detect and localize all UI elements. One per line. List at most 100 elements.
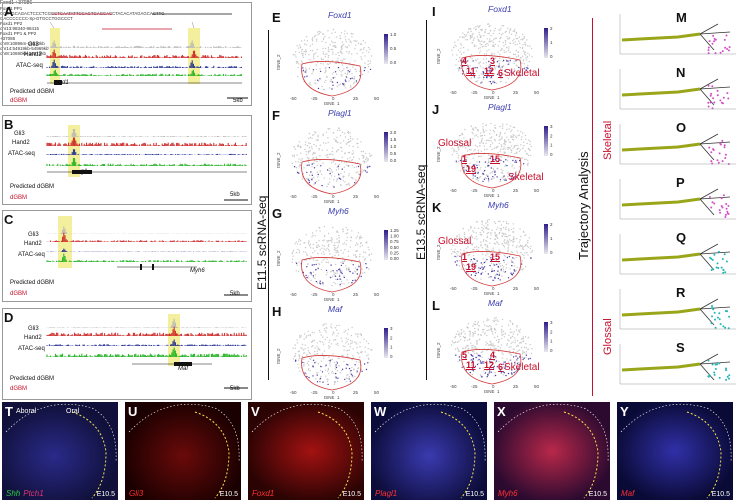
tsne-cell: [480, 150, 483, 152]
tsne-cell: [345, 381, 347, 383]
tsne-cell: [489, 40, 491, 42]
tsne-cell: [359, 238, 361, 240]
tsne-cell: [357, 333, 359, 335]
tsne-cell: [474, 163, 477, 165]
tsne-cell: [327, 183, 330, 185]
tsne-cell: [508, 334, 510, 337]
tsne-cell: [305, 151, 307, 153]
tsne-cell: [310, 274, 313, 276]
tsne-cell: [319, 68, 321, 70]
tsne-cell: [474, 171, 477, 173]
tsne-cell: [334, 368, 336, 370]
tsne-cell: [459, 65, 462, 67]
tsne-cell: [314, 82, 316, 84]
tsne-cell: [331, 238, 333, 240]
tsne-cell: [299, 145, 302, 148]
tsne-cell: [511, 335, 514, 338]
tsne-cell: [507, 361, 510, 363]
traj-panel-n: N: [618, 65, 738, 117]
tsne-cell: [466, 39, 469, 41]
photo-genes: Maf: [621, 489, 637, 498]
tsne-cell: [311, 137, 313, 139]
tsne-cell: [303, 365, 305, 367]
trajectory-cell: [724, 216, 727, 218]
tsne-cell: [487, 344, 490, 346]
tsne-cell: [315, 64, 317, 66]
tsne-cell: [477, 249, 479, 251]
e11-gene-title: Plagl1: [328, 108, 352, 118]
tsne-cell: [472, 264, 474, 266]
tsne-cell: [348, 267, 350, 269]
tsne-cell: [311, 40, 314, 42]
tsne-cell: [481, 29, 483, 32]
tsne-cell: [295, 270, 297, 272]
tsne-cell: [506, 60, 508, 62]
tsne-cell: [493, 365, 495, 368]
tsne-cell: [485, 124, 487, 126]
tsne-cell: [486, 375, 488, 378]
tsne-cell: [484, 270, 487, 273]
tsne-cell: [318, 33, 320, 35]
tsne-cell: [316, 282, 319, 284]
tsne-cell: [454, 44, 456, 46]
tsne-cell: [354, 40, 357, 42]
tsne-cell: [498, 231, 501, 234]
photo-age: E10.5: [465, 491, 484, 498]
tsne-cell: [308, 376, 310, 379]
tsne-cell: [351, 375, 353, 377]
tsne-cell: [337, 60, 340, 62]
tsne-cell: [485, 58, 488, 60]
tsne-cell: [506, 46, 508, 48]
trajectory-cell: [725, 203, 728, 205]
y-axis-label: tSNE_2: [276, 348, 281, 364]
tsne-cell: [470, 53, 473, 56]
tsne-cell: [335, 36, 338, 38]
tsne-cell: [349, 157, 351, 159]
trajectory-cell: [723, 38, 726, 41]
tsne-cell: [519, 328, 521, 330]
tsne-cell: [500, 372, 503, 374]
tsne-cell: [300, 239, 302, 242]
tsne-cell: [366, 165, 369, 167]
traj-panel-p: P: [618, 175, 738, 227]
tsne-cell: [521, 157, 524, 159]
tsne-cell: [342, 83, 344, 86]
tsne-cell: [486, 219, 488, 222]
tsne-cell: [301, 348, 303, 350]
tsne-cell: [496, 72, 499, 75]
tsne-cell: [521, 55, 524, 57]
tsne-cell: [346, 279, 348, 281]
e13-tsne-panel-k: K Myh6 2 1 0 -50 -25 0 25 50 tSNE_1 tSNE_2 1 15 19 Glos…: [432, 200, 572, 295]
tsne-cell: [366, 157, 368, 160]
tsne-cell: [348, 52, 350, 54]
tsne-cell: [503, 246, 506, 248]
tsne-cell: [335, 231, 338, 233]
tsne-cell: [458, 154, 460, 157]
tsne-cell: [363, 338, 365, 340]
tsne-cell: [505, 159, 507, 161]
trajectory-cell: [708, 374, 711, 377]
tsne-cell: [518, 363, 520, 365]
tsne-cell: [502, 366, 505, 368]
trajectory-cell: [710, 160, 713, 163]
trajectory-cell: [711, 363, 714, 366]
tsne-cell: [510, 272, 512, 274]
trajectory-cell: [716, 159, 719, 162]
tsne-cell: [297, 270, 300, 273]
tsne-cell: [340, 184, 342, 187]
tsne-cell: [463, 249, 465, 251]
tsne-cell: [343, 275, 345, 277]
tsne-cell: [503, 49, 505, 52]
trajectory-cell: [707, 105, 710, 108]
tsne-cell: [529, 247, 532, 250]
tsne-cell: [311, 173, 313, 175]
trajectory-cell: [711, 258, 714, 261]
tsne-cell: [348, 145, 350, 147]
tsne-cell: [351, 159, 354, 161]
tsne-cell: [351, 153, 353, 155]
tsne-cell: [522, 340, 525, 342]
tsne-cell: [507, 240, 509, 243]
tsne-cell: [349, 40, 352, 43]
tsne-cell: [484, 324, 486, 326]
